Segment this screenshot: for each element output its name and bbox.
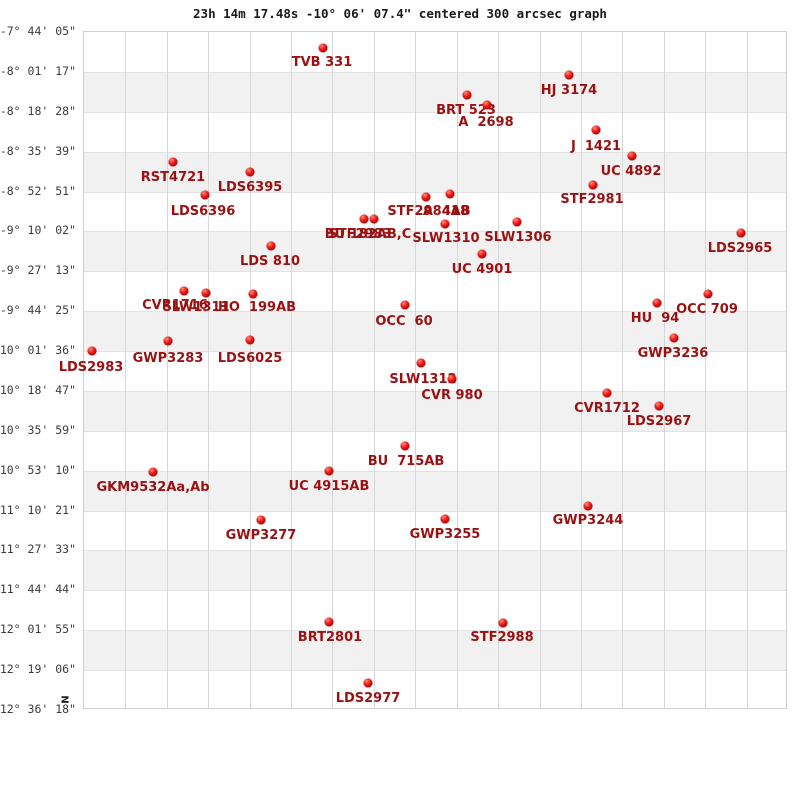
h-gridline <box>84 470 786 472</box>
h-gridline <box>84 231 786 233</box>
y-axis-tick-label: -10° 35' 59" <box>0 422 76 437</box>
y-axis-tick-label: -12° 01' 55" <box>0 622 76 637</box>
y-axis-tick-label: -8° 01' 17" <box>0 63 76 78</box>
plot-area <box>83 31 787 709</box>
y-axis-tick-label: -11° 27' 33" <box>0 542 76 557</box>
row-band <box>84 390 786 431</box>
v-gridline <box>705 32 707 708</box>
row-band <box>84 630 786 671</box>
row-band <box>84 151 786 192</box>
row-band <box>84 231 786 272</box>
h-gridline <box>84 191 786 193</box>
h-gridline <box>84 670 786 672</box>
v-gridline <box>456 32 458 708</box>
row-band <box>84 550 786 591</box>
y-axis-tick-label: -8° 52' 51" <box>0 183 76 198</box>
v-gridline <box>166 32 168 708</box>
h-gridline <box>84 271 786 273</box>
y-axis-tick-label: -10° 01' 36" <box>0 343 76 358</box>
chart-title: 23h 14m 17.48s -10° 06' 07.4" centered 3… <box>193 6 607 21</box>
v-gridline <box>539 32 541 708</box>
v-gridline <box>208 32 210 708</box>
v-gridline <box>332 32 334 708</box>
v-gridline <box>498 32 500 708</box>
v-gridline <box>249 32 251 708</box>
v-gridline <box>663 32 665 708</box>
y-axis-tick-label: -9° 44' 25" <box>0 303 76 318</box>
y-axis-tick-label: -12° 36' 18" <box>0 702 76 716</box>
y-axis-tick-label: -10° 18' 47" <box>0 382 76 397</box>
y-axis-tick-label: -8° 18' 28" <box>0 103 76 118</box>
h-gridline <box>84 550 786 552</box>
y-axis-tick-label: -12° 19' 06" <box>0 662 76 677</box>
h-gridline <box>84 590 786 592</box>
y-axis-tick-label: -11° 10' 21" <box>0 502 76 517</box>
h-gridline <box>84 111 786 113</box>
v-gridline <box>125 32 127 708</box>
h-gridline <box>84 311 786 313</box>
h-gridline <box>84 510 786 512</box>
y-axis-tick-label: -9° 10' 02" <box>0 223 76 238</box>
h-gridline <box>84 71 786 73</box>
y-axis-tick-label: -9° 27' 13" <box>0 263 76 278</box>
y-axis-tick-label: -8° 35' 39" <box>0 143 76 158</box>
v-gridline <box>373 32 375 708</box>
v-gridline <box>746 32 748 708</box>
y-axis-tick-label: -10° 53' 10" <box>0 462 76 477</box>
v-gridline <box>580 32 582 708</box>
h-gridline <box>84 151 786 153</box>
h-gridline <box>84 630 786 632</box>
row-band <box>84 470 786 511</box>
v-gridline <box>622 32 624 708</box>
h-gridline <box>84 390 786 392</box>
y-axis-tick-label: -11° 44' 44" <box>0 582 76 597</box>
v-gridline <box>415 32 417 708</box>
v-gridline <box>291 32 293 708</box>
y-axis-tick-label: -7° 44' 05" <box>0 24 76 38</box>
row-band <box>84 311 786 352</box>
h-gridline <box>84 351 786 353</box>
h-gridline <box>84 430 786 432</box>
north-indicator: N <box>58 695 70 704</box>
row-band <box>84 71 786 112</box>
